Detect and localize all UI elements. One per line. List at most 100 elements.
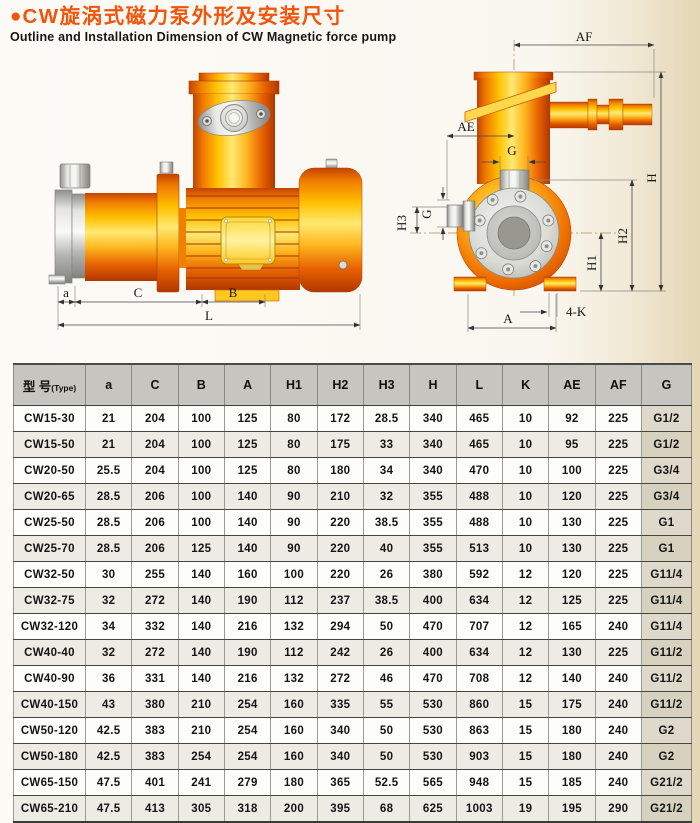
value-cell: 240: [594, 769, 642, 796]
value-cell: 383: [131, 717, 179, 744]
nameplate: [220, 216, 276, 265]
value-cell: 140: [223, 509, 271, 536]
dim-label-a-front: A: [503, 311, 513, 326]
value-cell: 625: [409, 795, 457, 823]
value-cell: 863: [455, 717, 503, 744]
value-cell: 140: [223, 535, 271, 562]
clamp-tab: [48, 274, 66, 285]
value-cell: G2: [641, 743, 692, 770]
model-cell: CW50-120: [13, 717, 86, 744]
value-cell: 125: [223, 431, 271, 458]
value-cell: 225: [594, 587, 642, 614]
value-cell: 80: [270, 457, 318, 484]
value-cell: 100: [177, 405, 225, 432]
value-cell: G11/2: [641, 691, 692, 718]
value-cell: 112: [270, 639, 318, 666]
value-cell: 383: [131, 743, 179, 770]
value-cell: G2: [641, 717, 692, 744]
value-cell: G1: [641, 509, 692, 536]
column-header-type: 型 号(Type): [13, 364, 86, 406]
dim-label-h1: H1: [584, 255, 599, 271]
value-cell: 130: [548, 639, 596, 666]
model-cell: CW40-90: [13, 665, 86, 692]
table-row: CW20-65 28.5 206 100 140 90 210 32 355 488 10 120 22…: [13, 483, 692, 510]
flange-bolt: [159, 161, 174, 174]
table-row: CW32-75 32 272 140 190 112 237 38.5 400 634 12 125 2…: [13, 587, 692, 614]
value-cell: 180: [270, 769, 318, 796]
value-cell: 204: [131, 431, 179, 458]
value-cell: 10: [501, 457, 549, 484]
column-header-af: AF: [594, 364, 642, 406]
model-cell: CW50-180: [13, 743, 86, 770]
value-cell: 12: [501, 587, 549, 614]
flange-bolts: [473, 190, 555, 276]
bullet-icon: ●: [10, 6, 22, 27]
value-cell: G3/4: [641, 483, 692, 510]
value-cell: 140: [177, 639, 225, 666]
value-cell: 10: [501, 431, 549, 458]
model-cell: CW65-150: [13, 769, 86, 796]
value-cell: 40: [362, 535, 410, 562]
value-cell: 100: [177, 457, 225, 484]
value-cell: 470: [409, 665, 457, 692]
value-cell: 42.5: [84, 743, 132, 770]
value-cell: 240: [594, 743, 642, 770]
table-row: CW65-150 47.5 401 241 279 180 365 52.5 565 948 15 1…: [13, 769, 692, 796]
value-cell: 355: [409, 483, 457, 510]
value-cell: 530: [409, 717, 457, 744]
value-cell: 470: [409, 613, 457, 640]
value-cell: 25.5: [84, 457, 132, 484]
clamp-nut: [59, 163, 91, 189]
value-cell: 340: [409, 431, 457, 458]
value-cell: 15: [501, 743, 549, 770]
value-cell: 204: [131, 405, 179, 432]
value-cell: 332: [131, 613, 179, 640]
nameplate-screws: [224, 219, 272, 262]
value-cell: 400: [409, 587, 457, 614]
table-row: CW50-120 42.5 383 210 254 160 340 50 530 863 15 180…: [13, 717, 692, 744]
value-cell: 28.5: [362, 405, 410, 432]
model-cell: CW20-65: [13, 483, 86, 510]
value-cell: 195: [548, 795, 596, 823]
lift-lug: [325, 158, 338, 170]
value-cell: 172: [316, 405, 364, 432]
value-cell: 225: [594, 561, 642, 588]
value-cell: 290: [594, 795, 642, 823]
table-row: CW25-70 28.5 206 125 140 90 220 40 355 513 10 130 22…: [13, 535, 692, 562]
value-cell: 50: [362, 743, 410, 770]
value-cell: 380: [131, 691, 179, 718]
table-row: CW15-50 21 204 100 125 80 175 33 340 465 10 95 225 G1…: [13, 431, 692, 458]
dim-label-af: AF: [576, 29, 593, 44]
value-cell: 95: [548, 431, 596, 458]
value-cell: 216: [223, 665, 271, 692]
model-cell: CW32-50: [13, 561, 86, 588]
column-header-l: L: [455, 364, 503, 406]
value-cell: 100: [548, 457, 596, 484]
model-cell: CW25-70: [13, 535, 86, 562]
value-cell: 12: [501, 639, 549, 666]
value-cell: 140: [177, 613, 225, 640]
value-cell: 634: [455, 587, 503, 614]
foot-left: [453, 276, 487, 292]
value-cell: 340: [316, 717, 364, 744]
value-cell: 242: [316, 639, 364, 666]
value-cell: 26: [362, 561, 410, 588]
value-cell: 180: [548, 743, 596, 770]
value-cell: 52.5: [362, 769, 410, 796]
dim-label-g-side: G: [419, 209, 434, 218]
connection-flange: [156, 173, 180, 293]
value-cell: 68: [362, 795, 410, 823]
value-cell: G11/4: [641, 587, 692, 614]
value-cell: 279: [223, 769, 271, 796]
value-cell: 26: [362, 639, 410, 666]
model-cell: CW25-50: [13, 509, 86, 536]
dim-label-ae: AE: [457, 119, 474, 134]
column-header-h1: H1: [270, 364, 318, 406]
value-cell: 90: [270, 535, 318, 562]
table-row: CW20-50 25.5 204 100 125 80 180 34 340 470 10 100 22…: [13, 457, 692, 484]
value-cell: 190: [223, 639, 271, 666]
value-cell: 100: [270, 561, 318, 588]
value-cell: 220: [316, 561, 364, 588]
value-cell: 160: [270, 743, 318, 770]
model-cell: CW15-50: [13, 431, 86, 458]
